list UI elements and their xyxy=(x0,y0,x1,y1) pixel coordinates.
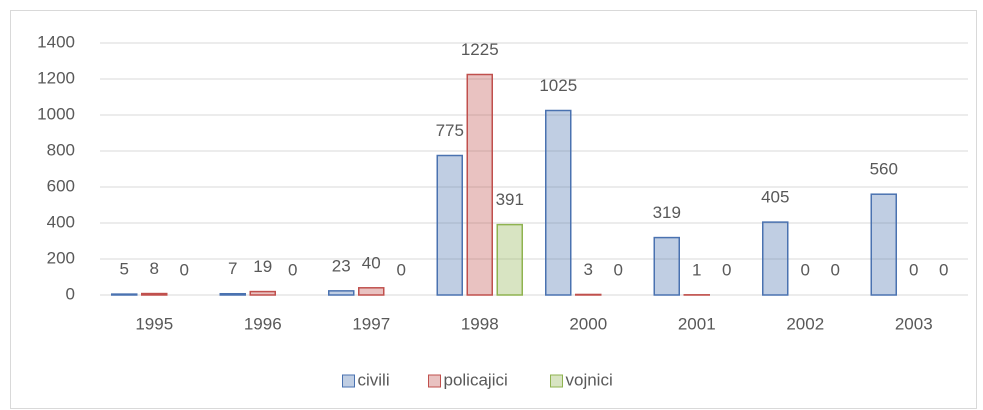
legend-swatch xyxy=(550,374,563,388)
bar xyxy=(328,290,355,296)
legend-label: civili xyxy=(358,370,390,389)
data-label: 0 xyxy=(614,260,623,279)
x-tick-label: 1997 xyxy=(352,314,390,333)
y-tick-label: 200 xyxy=(47,248,75,267)
y-tick-label: 1400 xyxy=(37,32,75,51)
bar xyxy=(762,221,789,296)
data-label: 0 xyxy=(801,260,810,279)
bar xyxy=(466,73,493,296)
y-tick-label: 0 xyxy=(66,284,75,303)
data-label: 5 xyxy=(120,260,129,279)
bar xyxy=(358,287,385,296)
data-label: 0 xyxy=(831,260,840,279)
bar xyxy=(436,154,463,296)
data-label: 0 xyxy=(909,260,918,279)
data-label: 23 xyxy=(332,256,351,275)
bar xyxy=(141,292,168,296)
data-label: 7 xyxy=(228,259,237,278)
data-label: 0 xyxy=(288,260,297,279)
x-tick-label: 2002 xyxy=(786,314,824,333)
bar xyxy=(653,236,680,296)
x-tick-label: 2000 xyxy=(569,314,607,333)
data-label: 319 xyxy=(653,203,681,222)
data-label: 0 xyxy=(397,260,406,279)
x-tick-label: 1995 xyxy=(135,314,173,333)
data-label: 0 xyxy=(939,260,948,279)
x-tick-label: 1998 xyxy=(461,314,499,333)
bar xyxy=(496,223,523,296)
x-tick-label: 1996 xyxy=(244,314,282,333)
legend-label: vojnici xyxy=(566,370,613,389)
chart-frame xyxy=(10,10,977,409)
y-tick-label: 1200 xyxy=(37,68,75,87)
data-label: 3 xyxy=(584,260,593,279)
data-label: 0 xyxy=(180,260,189,279)
data-label: 8 xyxy=(150,259,159,278)
data-label: 19 xyxy=(253,257,272,276)
data-label: 560 xyxy=(870,160,898,179)
legend-label: policajici xyxy=(444,370,508,389)
bar xyxy=(219,292,246,296)
data-label: 40 xyxy=(362,253,381,272)
data-label: 391 xyxy=(496,190,524,209)
y-tick-label: 600 xyxy=(47,176,75,195)
legend-swatch xyxy=(342,374,355,388)
data-label: 1225 xyxy=(461,40,499,59)
data-label: 1025 xyxy=(539,76,577,95)
bar xyxy=(545,109,572,296)
y-tick-label: 400 xyxy=(47,212,75,231)
data-label: 0 xyxy=(722,260,731,279)
data-label: 1 xyxy=(692,260,701,279)
bar xyxy=(111,293,138,296)
y-tick-label: 1000 xyxy=(37,104,75,123)
data-label: 405 xyxy=(761,188,789,207)
bar xyxy=(870,193,897,296)
legend-swatch xyxy=(428,374,441,388)
bar xyxy=(575,293,602,296)
bar xyxy=(249,290,276,296)
data-label: 775 xyxy=(436,121,464,140)
y-tick-label: 800 xyxy=(47,140,75,159)
x-tick-label: 2001 xyxy=(678,314,716,333)
x-tick-label: 2003 xyxy=(895,314,933,333)
